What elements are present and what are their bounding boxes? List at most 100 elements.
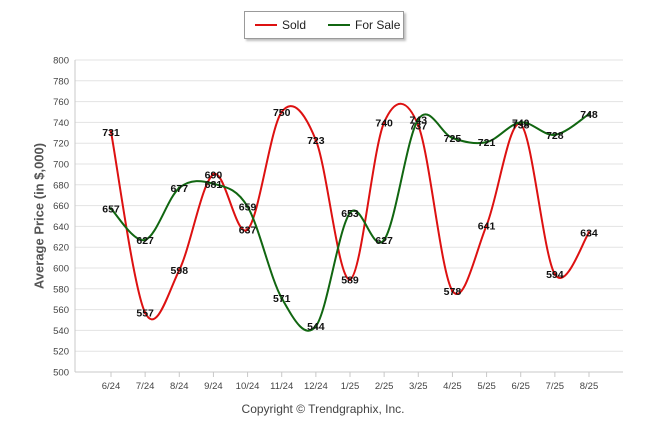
data-point-for-sale xyxy=(450,136,454,140)
data-point-for-sale xyxy=(587,112,591,116)
data-point-for-sale xyxy=(109,207,113,211)
data-label-sold: 634 xyxy=(580,228,598,240)
legend: Sold For Sale xyxy=(244,11,404,39)
legend-label-sold: Sold xyxy=(282,18,307,32)
data-label-sold: 641 xyxy=(478,220,496,232)
data-label-for-sale: 657 xyxy=(102,204,120,216)
data-point-sold xyxy=(450,289,454,293)
data-label-sold: 557 xyxy=(136,308,154,320)
data-point-sold xyxy=(519,122,523,126)
data-label-for-sale: 743 xyxy=(410,114,428,126)
y-tick-label: 520 xyxy=(53,347,69,358)
x-tick-label: 10/24 xyxy=(236,381,260,392)
x-tick-label: 9/24 xyxy=(204,381,223,392)
data-label-for-sale: 677 xyxy=(171,183,189,195)
series-line-for-sale xyxy=(110,113,590,332)
data-label-sold: 750 xyxy=(273,107,291,119)
data-label-for-sale: 653 xyxy=(341,208,359,220)
data-label-for-sale: 659 xyxy=(239,202,257,214)
data-label-for-sale: 627 xyxy=(375,235,393,247)
y-tick-label: 660 xyxy=(53,201,69,212)
x-tick-label: 1/25 xyxy=(341,381,360,392)
legend-label-for-sale: For Sale xyxy=(355,18,401,32)
data-label-for-sale: 544 xyxy=(307,321,325,333)
x-tick-label: 8/25 xyxy=(580,381,599,392)
data-label-sold: 723 xyxy=(307,135,325,147)
x-tick-label: 11/24 xyxy=(270,381,293,392)
data-point-sold xyxy=(314,138,318,142)
copyright-credit: Copyright © Trendgraphix, Inc. xyxy=(241,402,405,416)
y-tick-label: 720 xyxy=(53,139,69,150)
data-label-for-sale: 571 xyxy=(273,293,291,305)
y-tick-label: 600 xyxy=(53,264,69,275)
data-label-for-sale: 728 xyxy=(546,130,564,142)
y-tick-label: 500 xyxy=(53,368,69,379)
x-tick-label: 6/24 xyxy=(102,381,121,392)
data-point-sold xyxy=(280,110,284,114)
data-point-for-sale xyxy=(143,238,147,242)
x-tick-label: 3/25 xyxy=(409,381,428,392)
x-tick-label: 12/24 xyxy=(304,381,328,392)
data-label-sold: 690 xyxy=(205,169,223,181)
x-tick-label: 2/25 xyxy=(375,381,394,392)
data-point-sold xyxy=(246,228,250,232)
data-point-for-sale xyxy=(314,324,318,328)
y-tick-label: 560 xyxy=(53,305,69,316)
data-point-sold xyxy=(382,120,386,124)
y-tick-label: 640 xyxy=(53,222,69,233)
data-point-sold xyxy=(177,268,181,272)
y-tick-label: 700 xyxy=(53,160,69,171)
data-point-for-sale xyxy=(485,140,489,144)
data-point-sold xyxy=(587,231,591,235)
legend-item-for-sale[interactable]: For Sale xyxy=(328,18,400,32)
x-tick-label: 5/25 xyxy=(477,381,496,392)
data-point-for-sale xyxy=(348,211,352,215)
y-tick-label: 760 xyxy=(53,97,69,108)
data-label-sold: 740 xyxy=(375,117,393,129)
data-point-for-sale xyxy=(382,238,386,242)
y-tick-label: 680 xyxy=(53,180,69,191)
x-tick-label: 7/25 xyxy=(546,381,565,392)
y-tick-label: 740 xyxy=(53,118,69,129)
data-point-for-sale xyxy=(246,205,250,209)
data-point-for-sale xyxy=(280,296,284,300)
data-point-sold xyxy=(416,124,420,128)
data-label-sold: 637 xyxy=(239,225,257,237)
data-point-for-sale xyxy=(416,117,420,121)
legend-swatch-for-sale xyxy=(328,24,351,26)
data-label-for-sale: 725 xyxy=(444,133,462,145)
data-point-for-sale xyxy=(519,120,523,124)
y-tick-label: 780 xyxy=(53,76,69,87)
x-tick-label: 8/24 xyxy=(170,381,189,392)
data-label-for-sale: 627 xyxy=(136,235,154,247)
data-point-sold xyxy=(143,311,147,315)
data-label-sold: 589 xyxy=(341,274,359,286)
data-point-for-sale xyxy=(211,182,215,186)
y-tick-label: 620 xyxy=(53,243,69,254)
data-point-sold xyxy=(109,130,113,134)
data-point-for-sale xyxy=(177,186,181,190)
data-label-sold: 731 xyxy=(102,127,120,139)
legend-swatch-sold xyxy=(255,24,277,26)
data-point-sold xyxy=(485,223,489,227)
data-point-for-sale xyxy=(553,133,557,137)
y-tick-label: 580 xyxy=(53,284,69,295)
data-label-sold: 578 xyxy=(444,286,462,298)
y-tick-label: 800 xyxy=(53,56,69,67)
x-tick-label: 6/25 xyxy=(511,381,530,392)
data-label-for-sale: 721 xyxy=(478,137,496,149)
data-label-for-sale: 681 xyxy=(205,179,223,191)
x-tick-label: 7/24 xyxy=(136,381,155,392)
y-axis-label: Average Price (in $,000) xyxy=(31,142,47,290)
data-point-sold xyxy=(553,272,557,276)
data-label-sold: 598 xyxy=(171,265,189,277)
legend-item-sold[interactable]: Sold xyxy=(255,18,306,32)
data-label-for-sale: 748 xyxy=(580,109,598,121)
x-tick-label: 4/25 xyxy=(443,381,462,392)
data-point-sold xyxy=(211,172,215,176)
y-tick-label: 540 xyxy=(53,326,69,337)
data-point-sold xyxy=(348,277,352,281)
data-label-for-sale: 740 xyxy=(512,117,530,129)
data-label-sold: 594 xyxy=(546,269,564,281)
